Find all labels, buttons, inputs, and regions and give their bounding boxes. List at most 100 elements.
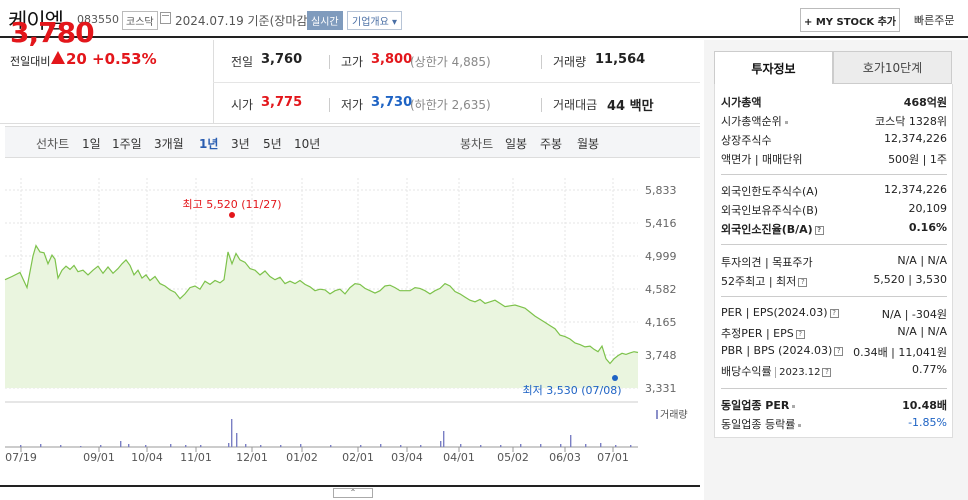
volume-bar <box>231 419 233 447</box>
trade-value: 44 백만 <box>607 99 654 114</box>
info-tabs: 투자정보 호가10단계 <box>714 51 953 84</box>
realtime-button[interactable]: 실시간 <box>307 11 343 30</box>
company-overview-dropdown[interactable]: 기업개요 ▾ <box>347 11 403 30</box>
dividend-value: 0.77% <box>912 363 947 376</box>
volume-bar <box>280 445 282 447</box>
x-tick-label: 04/01 <box>443 451 475 464</box>
period-3y[interactable]: 3년 <box>231 137 250 151</box>
shares-value: 12,374,226 <box>884 132 947 145</box>
y-tick-label: 3,748 <box>645 349 677 362</box>
help-icon[interactable]: ? <box>798 277 808 287</box>
y-tick-label: 4,165 <box>645 316 677 329</box>
candle-daily[interactable]: 일봉 <box>505 137 528 151</box>
volume-bar <box>185 445 187 447</box>
info-row: 시가총액순위 코스닥 1328위 <box>721 113 947 130</box>
info-row: 액면가 | 매매단위 500원 | 1주 <box>721 151 947 168</box>
x-tick-label: 07/19 <box>5 451 37 464</box>
volume-bar <box>145 445 147 447</box>
industry-rate-label: 동일업종 등락률 <box>721 416 802 432</box>
x-tick-label: 03/04 <box>391 451 423 464</box>
period-1d[interactable]: 1일 <box>82 137 101 151</box>
collapse-chevron-up-icon[interactable]: ⌃ <box>333 488 373 498</box>
volume-bar <box>480 445 482 447</box>
volume-label: 거래량 <box>553 55 587 69</box>
industry-per-value: 10.48배 <box>902 399 947 412</box>
volume-bar <box>245 444 247 447</box>
info-row: 동일업종 등락률 -1.85% <box>721 416 947 433</box>
my-stock-add-button[interactable]: + MY STOCK 추가 <box>800 8 900 32</box>
tab-investment-info[interactable]: 투자정보 <box>714 51 833 84</box>
week52-value: 5,520 | 3,530 <box>873 273 947 286</box>
volume-bar <box>520 444 522 447</box>
foreign-ratio-label: 외국인소진율(B/A)? <box>721 221 824 237</box>
candle-monthly[interactable]: 월봉 <box>577 137 600 151</box>
volume-bar <box>236 433 238 447</box>
help-icon[interactable]: ? <box>829 308 839 318</box>
volume-bar <box>570 435 572 447</box>
volume-bar <box>440 441 442 447</box>
stock-header <box>0 0 968 38</box>
info-row: 상장주식수 12,374,226 <box>721 132 947 149</box>
face-value: 500원 | 1주 <box>888 153 947 166</box>
quick-order-button[interactable]: 빠른주문 <box>914 14 955 27</box>
period-10y[interactable]: 10년 <box>294 137 321 151</box>
help-icon[interactable]: ? <box>834 346 844 356</box>
x-tick-label: 07/01 <box>597 451 629 464</box>
volume-bar <box>40 444 42 447</box>
open-label: 시가 <box>231 98 254 112</box>
face-value-label: 액면가 | 매매단위 <box>721 153 803 166</box>
volume: 11,564 <box>595 52 646 67</box>
volume-bar <box>560 444 562 447</box>
candle-chart-label: 봉차트 <box>460 137 494 151</box>
period-toolbar: 선차트 1일 1주일 3개월 1년 3년 5년 10년 봉차트 일봉 주봉 월봉 <box>5 126 700 158</box>
chevron-down-icon: ▾ <box>392 17 398 28</box>
volume-bar <box>200 445 202 447</box>
week52-label: 52주최고 | 최저? <box>721 273 808 289</box>
period-1y[interactable]: 1년 <box>199 137 219 151</box>
volume-bar <box>615 445 617 447</box>
period-3m[interactable]: 3개월 <box>154 137 184 151</box>
bullet-icon <box>784 120 788 124</box>
volume-bar <box>20 445 22 447</box>
volume-bar <box>100 445 102 447</box>
period-5y[interactable]: 5년 <box>263 137 282 151</box>
volume-bar <box>600 443 602 447</box>
help-icon[interactable]: ? <box>822 367 832 377</box>
volume-legend: 거래량 <box>660 409 688 421</box>
change-value: 20 <box>66 50 87 68</box>
period-1w[interactable]: 1주일 <box>112 137 142 151</box>
high-label: 고가 <box>341 55 364 69</box>
help-icon[interactable]: ? <box>814 225 824 235</box>
price-area-fill <box>5 245 638 388</box>
est-per-label: 추정PER | EPS? <box>721 325 805 341</box>
foreign-hold-value: 20,109 <box>908 202 948 215</box>
volume-bar <box>443 431 445 447</box>
divider <box>329 55 330 69</box>
volume-bar <box>360 445 362 447</box>
foreign-ratio-value: 0.16% <box>908 221 947 234</box>
bullet-icon <box>792 404 796 408</box>
high-label: 최고 5,520 (11/27) <box>182 198 281 211</box>
y-tick-label: 5,416 <box>645 217 677 230</box>
volume-bar <box>260 445 262 447</box>
price-chart[interactable]: 5,833 5,416 4,999 4,582 4,165 3,748 3,331 최고 5,… <box>0 160 700 500</box>
high-price: 3,800 <box>371 52 413 67</box>
info-row: 배당수익률 2023.12? 0.77% <box>721 363 947 380</box>
volume-bar <box>420 445 422 447</box>
market-badge: 코스닥 <box>122 11 158 30</box>
opinion-label: 투자의견 | 목표주가 <box>721 256 813 269</box>
candle-weekly[interactable]: 주봉 <box>540 137 563 151</box>
tab-order-book[interactable]: 호가10단계 <box>833 51 952 84</box>
volume-bar <box>300 444 302 447</box>
industry-per-label: 동일업종 PER <box>721 397 796 413</box>
volume-legend-swatch <box>656 410 658 419</box>
volume-bar <box>80 446 82 447</box>
help-icon[interactable]: ? <box>795 329 805 339</box>
foreign-limit-label: 외국인한도주식수(A) <box>721 185 819 198</box>
divider <box>541 55 542 69</box>
investment-info-box: 시가총액 468억원 시가총액순위 코스닥 1328위 상장주식수 12,374,22… <box>714 84 953 438</box>
info-row: 시가총액 468억원 <box>721 94 947 111</box>
stock-code: 083550 <box>77 13 119 26</box>
up-arrow-icon <box>51 51 65 64</box>
volume-bar <box>60 445 62 447</box>
